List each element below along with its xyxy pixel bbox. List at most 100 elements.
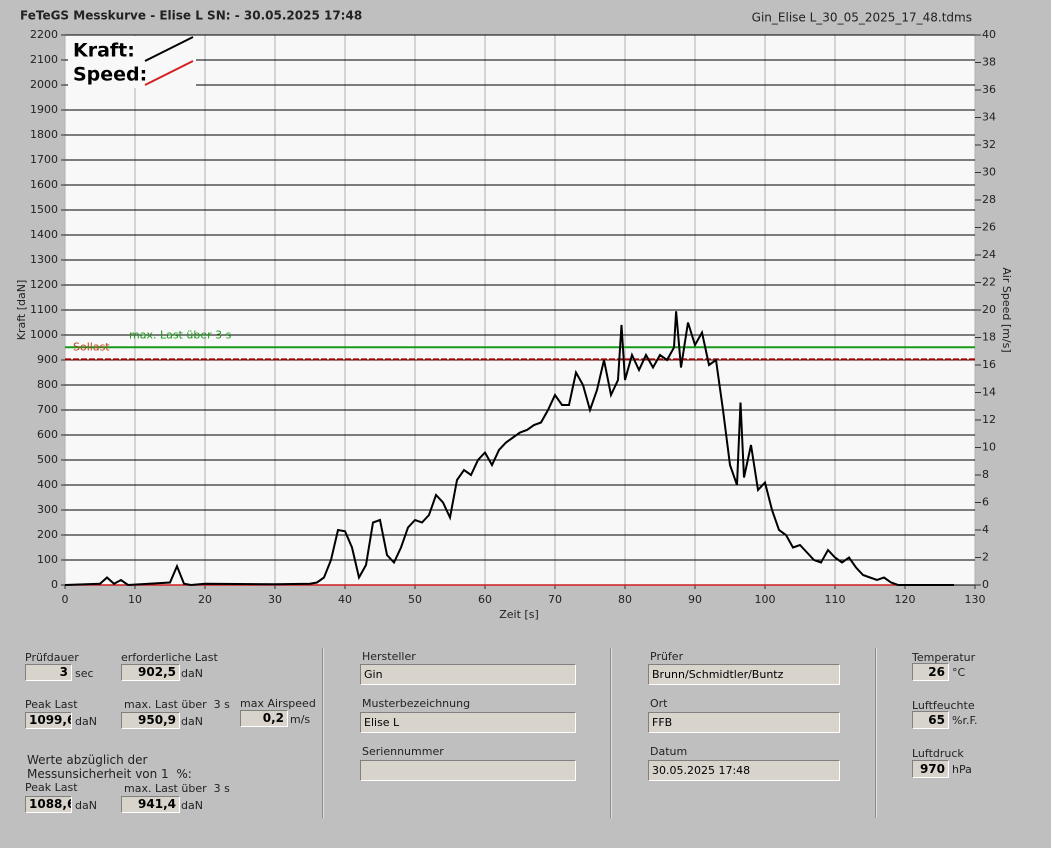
field-value: 950,9: [121, 712, 180, 729]
field-label: Prüfdauer: [25, 651, 79, 664]
y-tick-label: 100: [37, 553, 58, 566]
y2-tick-label: 0: [982, 578, 989, 591]
field-label: Datum: [650, 745, 688, 758]
field-value: 1088,6: [25, 796, 72, 813]
y-tick-label: 1300: [30, 253, 58, 266]
y2-tick-label: 6: [982, 496, 989, 509]
field-label: Temperatur: [912, 651, 976, 664]
y-tick-label: 0: [51, 578, 58, 591]
y2-tick-label: 8: [982, 468, 989, 481]
field-unit: daN: [181, 715, 203, 728]
y-tick-label: 1400: [30, 228, 58, 241]
x-tick-label: 0: [62, 593, 69, 606]
x-tick-label: 70: [548, 593, 562, 606]
y-axis-label: Kraft [daN]: [15, 280, 28, 341]
y2-tick-label: 40: [982, 28, 996, 41]
y-tick-label: 1000: [30, 328, 58, 341]
field-unit: m/s: [290, 713, 311, 726]
field-value: 0,2: [240, 710, 288, 727]
field-label: max. Last über 3 s: [124, 782, 230, 795]
x-tick-label: 110: [825, 593, 846, 606]
field-label: Luftdruck: [912, 747, 964, 760]
y-tick-label: 600: [37, 428, 58, 441]
y2-tick-label: 14: [982, 386, 996, 399]
x-tick-label: 10: [128, 593, 142, 606]
y-tick-label: 400: [37, 478, 58, 491]
data-line: [64, 311, 954, 587]
chart: FeTeGS Messkurve - Elise L SN: - 30.05.2…: [15, 9, 1013, 622]
y-tick-label: 700: [37, 403, 58, 416]
y2-tick-label: 32: [982, 138, 996, 151]
field-value: 902,5: [121, 664, 180, 681]
field-value: 26: [912, 663, 949, 681]
field-value: 3: [25, 664, 72, 681]
x-axis-label: Zeit [s]: [499, 608, 538, 621]
y-tick-label: 1100: [30, 303, 58, 316]
field-value: 941,4: [121, 796, 180, 813]
y-tick-label: 1200: [30, 278, 58, 291]
legend-swatch: [144, 60, 194, 86]
y-tick-label: 500: [37, 453, 58, 466]
field-label: Ort: [650, 697, 668, 710]
field-label: max Airspeed: [240, 697, 316, 710]
field-value: Elise L: [360, 712, 576, 733]
y-tick-label: 2200: [30, 28, 58, 41]
y2-tick-label: 36: [982, 83, 996, 96]
y2-tick-label: 30: [982, 166, 996, 179]
x-tick-label: 100: [755, 593, 776, 606]
note-line: Werte abzüglich der: [27, 753, 148, 767]
y-tick-label: 1800: [30, 128, 58, 141]
x-tick-label: 120: [895, 593, 916, 606]
field-label: max. Last über 3 s: [124, 698, 230, 711]
separator: [875, 648, 877, 818]
y2-tick-label: 20: [982, 303, 996, 316]
field-label: Peak Last: [25, 781, 78, 794]
y-tick-label: 900: [37, 353, 58, 366]
x-tick-label: 40: [338, 593, 352, 606]
x-tick-label: 50: [408, 593, 422, 606]
field-label: Musterbezeichnung: [362, 697, 471, 710]
y-tick-label: 2000: [30, 78, 58, 91]
field-unit: °C: [952, 666, 966, 679]
field-value: 65: [912, 711, 949, 729]
x-tick-label: 130: [965, 593, 986, 606]
x-tick-label: 20: [198, 593, 212, 606]
note-line: Messunsicherheit von 1 %:: [27, 767, 192, 781]
y2-tick-label: 26: [982, 221, 996, 234]
field-value: 970: [912, 760, 949, 778]
y2-tick-label: 12: [982, 413, 996, 426]
y2-tick-label: 22: [982, 276, 996, 289]
separator: [610, 648, 612, 818]
field-value: [360, 760, 576, 781]
field-label: Hersteller: [362, 650, 416, 663]
y2-tick-label: 2: [982, 551, 989, 564]
field-unit: hPa: [952, 763, 972, 776]
y2-axis-label: Air Speed [m/s]: [1000, 267, 1013, 352]
legend-box: [68, 36, 196, 88]
page-title: FeTeGS Messkurve - Elise L SN: - 30.05.2…: [20, 9, 362, 23]
y2-tick-label: 16: [982, 358, 996, 371]
field-label: Luftfeuchte: [912, 699, 975, 712]
x-tick-label: 90: [688, 593, 702, 606]
y-tick-label: 1900: [30, 103, 58, 116]
field-unit: daN: [181, 799, 203, 812]
y-tick-label: 1700: [30, 153, 58, 166]
field-value: FFB: [648, 712, 840, 733]
legend-swatch: [144, 36, 194, 62]
field-label: erforderliche Last: [121, 651, 218, 664]
field-unit: sec: [75, 667, 94, 680]
y-tick-label: 200: [37, 528, 58, 541]
y-tick-label: 1500: [30, 203, 58, 216]
y2-tick-label: 38: [982, 56, 996, 69]
y2-tick-label: 24: [982, 248, 996, 261]
field-label: Prüfer: [650, 650, 684, 663]
separator: [322, 648, 324, 818]
y-tick-label: 2100: [30, 53, 58, 66]
reference-label: Sollast: [73, 340, 110, 353]
y2-tick-label: 18: [982, 331, 996, 344]
field-label: Seriennummer: [362, 745, 444, 758]
field-label: Peak Last: [25, 698, 78, 711]
y2-tick-label: 4: [982, 523, 989, 536]
field-unit: daN: [181, 667, 203, 680]
